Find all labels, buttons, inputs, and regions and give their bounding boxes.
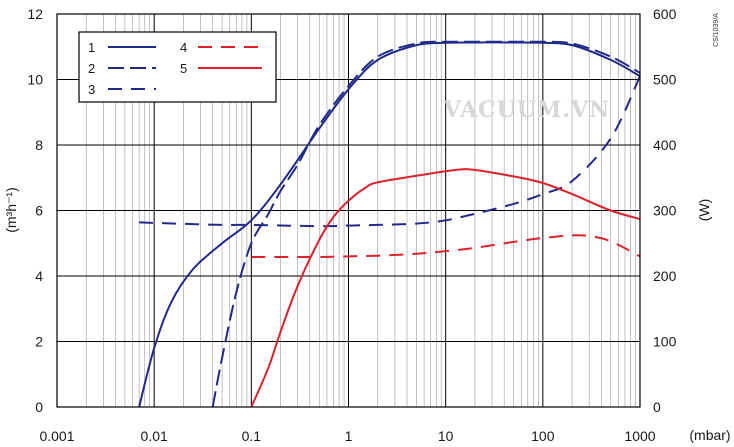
- series-line-3: [139, 75, 641, 228]
- watermark-text: VACUUM.VN: [443, 97, 611, 123]
- x-tick-label: 0.01: [141, 428, 168, 444]
- plot-area-border: [56, 13, 641, 408]
- legend-label-2: 2: [88, 61, 95, 76]
- series-line-1: [138, 41, 641, 408]
- series-line-2: [211, 40, 641, 408]
- series-line-5: [250, 168, 641, 408]
- y-right-tick-label: 200: [653, 268, 677, 284]
- y-right-axis-label: (W): [696, 199, 712, 222]
- y-right-tick-label: 100: [653, 334, 677, 350]
- legend-label-3: 3: [88, 82, 95, 97]
- y-left-tick-label: 10: [27, 72, 43, 88]
- legend: 1 2 3 4 5: [78, 31, 277, 103]
- x-unit-label: (mbar): [689, 427, 730, 443]
- y-right-tick-labels: 0 100 200 300 400 500 600: [653, 6, 677, 415]
- y-right-tick-label: 0: [653, 399, 661, 415]
- series-group: [138, 40, 641, 408]
- y-right-tick-label: 400: [653, 137, 677, 153]
- legend-label-1: 1: [88, 40, 95, 55]
- y-left-axis-label: (m³h⁻¹): [3, 187, 19, 233]
- y-left-tick-label: 6: [35, 203, 43, 219]
- x-tick-label: 10: [438, 428, 454, 444]
- legend-label-4: 4: [180, 40, 187, 55]
- y-left-tick-label: 2: [35, 334, 43, 350]
- y-left-tick-label: 4: [35, 268, 43, 284]
- y-left-tick-label: 8: [35, 137, 43, 153]
- series-line-4: [251, 234, 641, 259]
- x-tick-labels: 0.001 0.01 0.1 1 10 100 1000: [39, 428, 655, 444]
- x-tick-label: 0.001: [39, 428, 74, 444]
- y-left-tick-label: 0: [35, 399, 43, 415]
- y-left-tick-label: 12: [27, 6, 43, 22]
- x-tick-label: 1000: [624, 428, 655, 444]
- x-tick-label: 0.1: [242, 428, 262, 444]
- y-right-tick-label: 300: [653, 203, 677, 219]
- y-right-tick-label: 500: [653, 72, 677, 88]
- x-tick-label: 100: [531, 428, 555, 444]
- code-label: CS/1039/A: [713, 13, 720, 47]
- y-left-tick-labels: 0 2 4 6 8 10 12: [27, 6, 43, 415]
- y-right-tick-label: 600: [653, 6, 677, 22]
- legend-label-5: 5: [180, 61, 187, 76]
- x-tick-label: 1: [345, 428, 353, 444]
